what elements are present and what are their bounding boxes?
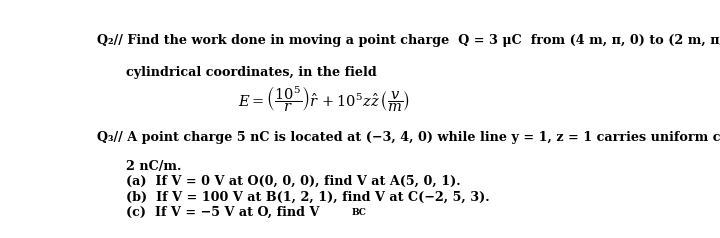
- Text: $E = \left(\dfrac{10^5}{r}\right)\hat{r}^{\,} + 10^5 z\hat{z}^{\,} \left(\dfrac{: $E = \left(\dfrac{10^5}{r}\right)\hat{r}…: [238, 84, 410, 114]
- Text: (b)  If V = 100 V at B(1, 2, 1), find V at C(−2, 5, 3).: (b) If V = 100 V at B(1, 2, 1), find V a…: [126, 190, 490, 203]
- Text: cylindrical coordinates, in the field: cylindrical coordinates, in the field: [126, 66, 377, 79]
- Text: (c)  If V = −5 V at O, find V: (c) If V = −5 V at O, find V: [126, 205, 320, 218]
- Text: 2 nC/m.: 2 nC/m.: [126, 160, 181, 173]
- Text: Q₃// A point charge 5 nC is located at (−3, 4, 0) while line y = 1, z = 1 carrie: Q₃// A point charge 5 nC is located at (…: [97, 131, 720, 144]
- Text: Q₂// Find the work done in moving a point charge  Q = 3 μC  from (4 m, π, 0) to : Q₂// Find the work done in moving a poin…: [96, 34, 720, 47]
- Text: BC: BC: [351, 208, 366, 217]
- Text: (a)  If V = 0 V at O(0, 0, 0), find V at A(5, 0, 1).: (a) If V = 0 V at O(0, 0, 0), find V at …: [126, 175, 461, 188]
